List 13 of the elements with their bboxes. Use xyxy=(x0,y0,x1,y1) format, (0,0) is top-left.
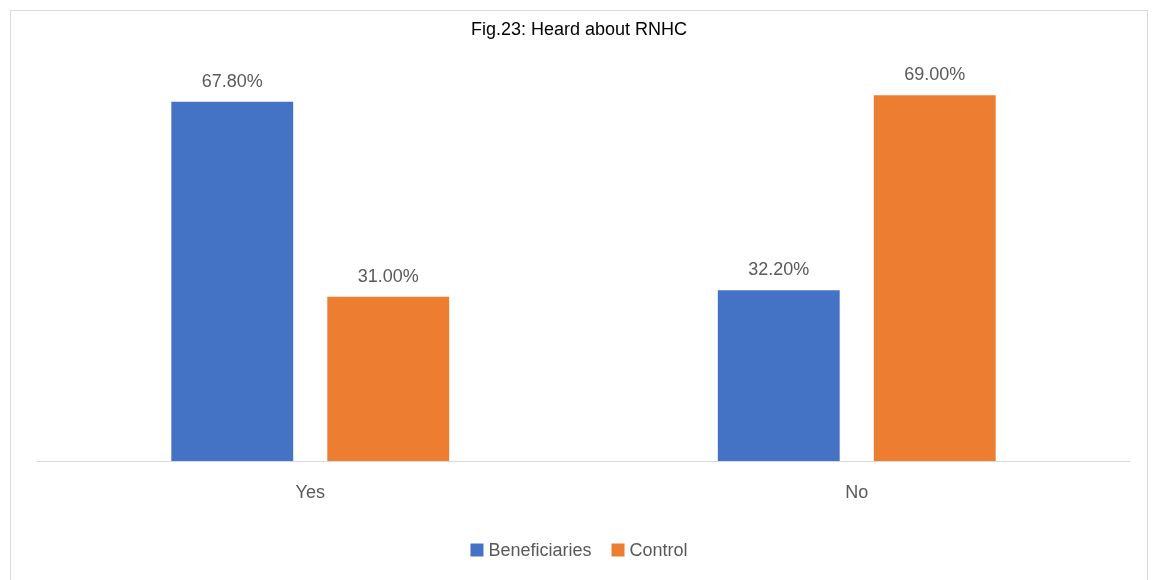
data-label: 31.00% xyxy=(357,265,419,286)
legend-label: Control xyxy=(629,540,688,560)
bar xyxy=(717,290,840,461)
x-tick-label: Yes xyxy=(295,482,325,502)
chart-title: Fig.23: Heard about RNHC xyxy=(470,19,688,39)
data-label: 67.80% xyxy=(201,70,263,91)
bar xyxy=(171,101,294,461)
data-label: 69.00% xyxy=(904,64,966,85)
bar xyxy=(873,95,996,461)
legend-label: Beneficiaries xyxy=(488,540,592,560)
x-tick-label: No xyxy=(845,482,869,502)
data-label: 32.20% xyxy=(748,259,810,280)
bar xyxy=(327,296,450,461)
